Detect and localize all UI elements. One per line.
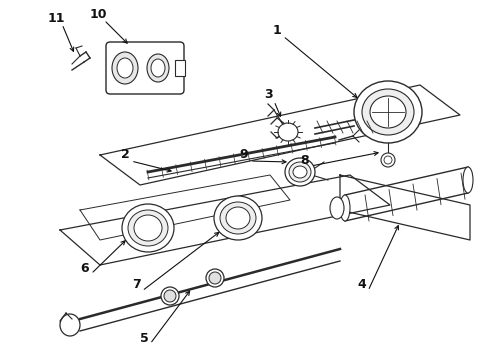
Text: 11: 11: [47, 12, 65, 24]
Ellipse shape: [209, 272, 221, 284]
Text: 4: 4: [358, 279, 367, 292]
Ellipse shape: [147, 54, 169, 82]
Ellipse shape: [293, 166, 307, 178]
Ellipse shape: [384, 156, 392, 164]
Ellipse shape: [330, 197, 344, 219]
Text: 1: 1: [272, 23, 281, 36]
Ellipse shape: [226, 207, 250, 229]
Ellipse shape: [463, 167, 473, 193]
Ellipse shape: [370, 96, 406, 128]
Ellipse shape: [161, 287, 179, 305]
Text: 10: 10: [89, 8, 107, 21]
Text: 6: 6: [81, 261, 89, 274]
Ellipse shape: [381, 153, 395, 167]
Text: 8: 8: [301, 153, 309, 166]
FancyBboxPatch shape: [175, 60, 185, 76]
Text: 7: 7: [132, 279, 140, 292]
Ellipse shape: [206, 269, 224, 287]
Ellipse shape: [278, 123, 298, 141]
FancyBboxPatch shape: [106, 42, 184, 94]
Ellipse shape: [134, 215, 162, 241]
Text: 2: 2: [121, 148, 129, 162]
Ellipse shape: [164, 290, 176, 302]
Ellipse shape: [122, 204, 174, 252]
Ellipse shape: [151, 59, 165, 77]
Ellipse shape: [214, 196, 262, 240]
Ellipse shape: [340, 195, 350, 221]
Ellipse shape: [289, 162, 311, 182]
Ellipse shape: [60, 314, 80, 336]
Ellipse shape: [128, 210, 168, 246]
Text: 5: 5: [140, 332, 148, 345]
Ellipse shape: [362, 89, 414, 135]
Ellipse shape: [220, 202, 256, 234]
Text: 3: 3: [264, 89, 272, 102]
Ellipse shape: [354, 81, 422, 143]
Ellipse shape: [285, 158, 315, 186]
Ellipse shape: [117, 58, 133, 78]
Text: 9: 9: [240, 148, 248, 162]
Ellipse shape: [112, 52, 138, 84]
